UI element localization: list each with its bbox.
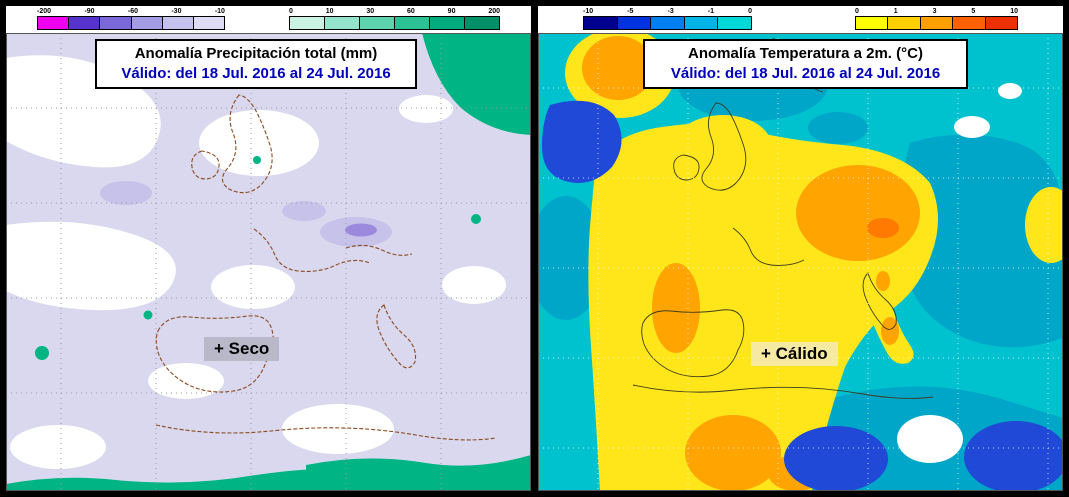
colorbar-tick-label: -3 [667, 8, 674, 15]
precipitation-positive-colorbar: 0 10 30 60 90 200 [289, 7, 500, 30]
colorbar-swatch [290, 17, 325, 29]
colorbar-labels: -200 -90 -60 -30 -10 [37, 7, 225, 16]
coastlines [632, 37, 934, 399]
colorbar-swatches [37, 16, 225, 30]
colorbar-swatch [100, 17, 132, 29]
colorbar-tick-label: 60 [407, 8, 415, 15]
white-anomaly-regions [6, 55, 506, 469]
colorbar-tick-label: 10 [1010, 8, 1018, 15]
colorbar-swatch [69, 17, 101, 29]
colorbar-tick-label: -10 [583, 8, 594, 15]
colorbar-swatch [360, 17, 395, 29]
colorbar-tick-label: 0 [289, 8, 293, 15]
dark-orange-region [867, 218, 899, 238]
precipitation-valid-dates: Válido: del 18 Jul. 2016 al 24 Jul. 2016 [121, 65, 391, 82]
temperature-map [538, 33, 1063, 491]
temperature-negative-colorbar: -10 -5 -3 -1 0 [583, 7, 752, 30]
coastlines [155, 94, 497, 441]
temperature-valid-dates: Válido: del 18 Jul. 2016 al 24 Jul. 2016 [670, 65, 941, 82]
temperature-panel: -10 -5 -3 -1 0 0 1 3 5 10 [538, 6, 1063, 491]
colorbar-swatches [289, 16, 500, 30]
precipitation-negative-colorbar: -200 -90 -60 -30 -10 [37, 7, 225, 30]
purple-anomaly-region [345, 223, 377, 237]
seco-label: + Seco [204, 337, 280, 361]
precipitation-title-box: Anomalía Precipitación total (mm) Válido… [95, 39, 417, 89]
colorbar-tick-label: 5 [971, 8, 976, 15]
colorbar-tick-label: 30 [366, 8, 375, 15]
colorbar-swatch [38, 17, 70, 29]
colorbar-tick-label: 90 [447, 8, 456, 15]
colorbar-tick-label: 1 [893, 8, 898, 15]
colorbar-labels: -10 -5 -3 -1 0 [583, 7, 752, 16]
colorbar-swatch [953, 17, 986, 29]
colorbar-tick-label: -200 [37, 8, 52, 15]
colorbar-swatch [325, 17, 360, 29]
colorbar-swatch [131, 17, 163, 29]
temperature-positive-colorbar: 0 1 3 5 10 [855, 7, 1018, 30]
colorbar-tick-label: -90 [84, 8, 95, 15]
colorbar-labels: 0 1 3 5 10 [855, 7, 1018, 16]
colorbar-swatches [855, 16, 1018, 30]
colorbar-tick-label: 200 [488, 8, 500, 15]
colorbar-tick-label: -5 [627, 8, 634, 15]
precipitation-panel: -200 -90 -60 -30 -10 0 10 30 60 90 200 [6, 6, 531, 491]
colorbar-tick-label: 0 [748, 8, 752, 15]
green-anomaly-regions [6, 33, 531, 491]
colorbar-swatch [920, 17, 954, 29]
panel-divider [531, 6, 538, 491]
precipitation-title: Anomalía Precipitación total (mm) [134, 45, 378, 62]
calido-label: + Cálido [751, 342, 838, 366]
colorbar-swatch [651, 17, 685, 29]
temperature-title: Anomalía Temperatura a 2m. (°C) [688, 45, 923, 62]
colorbar-swatches [583, 16, 752, 30]
colorbar-swatch [395, 17, 430, 29]
colorbar-tick-label: 0 [855, 8, 859, 15]
colorbar-swatch [684, 17, 719, 29]
colorbar-swatch [430, 17, 465, 29]
colorbar-tick-label: -10 [214, 8, 225, 15]
map-border [6, 33, 531, 491]
colorbar-swatch [985, 17, 1018, 29]
colorbar-tick-label: -1 [707, 8, 715, 15]
colorbar-swatch [584, 17, 618, 29]
colorbar-swatch [193, 17, 225, 29]
colorbar-tick-label: -30 [171, 8, 182, 15]
colorbar-swatch [856, 17, 889, 29]
temperature-title-box: Anomalía Temperatura a 2m. (°C) Válido: … [643, 39, 968, 89]
colorbar-swatch [617, 17, 652, 29]
colorbar-swatch [162, 17, 194, 29]
colorbar-tick-label: 3 [932, 8, 937, 15]
white-regions [897, 83, 1022, 463]
map-border [538, 33, 1063, 491]
colorbar-swatch [888, 17, 921, 29]
colorbar-tick-label: -60 [127, 8, 138, 15]
colorbar-tick-label: 10 [325, 8, 334, 15]
precipitation-map [6, 33, 531, 491]
colorbar-swatch [718, 17, 751, 29]
deep-blue-regions [542, 100, 1063, 491]
colorbar-labels: 0 10 30 60 90 200 [289, 7, 500, 16]
colorbar-swatch [465, 17, 499, 29]
